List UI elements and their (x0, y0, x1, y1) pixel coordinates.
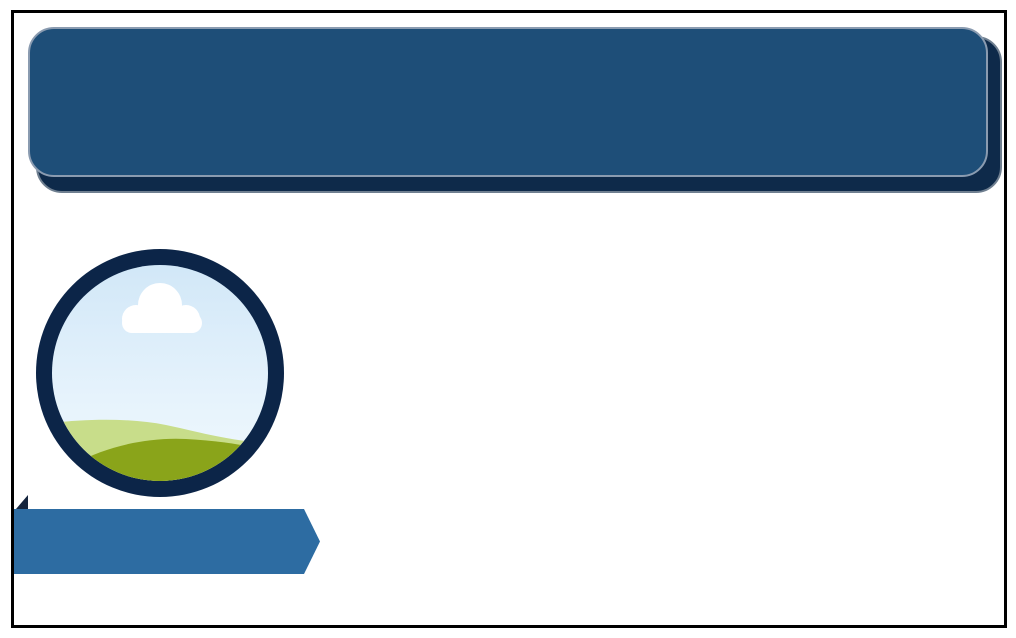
ribbon-label (14, 509, 304, 574)
landscape-picture-placeholder-icon (36, 249, 284, 497)
cloud-icon (122, 283, 202, 333)
header-banner (28, 27, 988, 177)
label-ribbon (14, 509, 320, 574)
slide-canvas (11, 10, 1007, 628)
ribbon-fold-corner (16, 495, 28, 509)
picture-placeholder[interactable] (36, 249, 284, 497)
hill-dark (76, 438, 268, 481)
